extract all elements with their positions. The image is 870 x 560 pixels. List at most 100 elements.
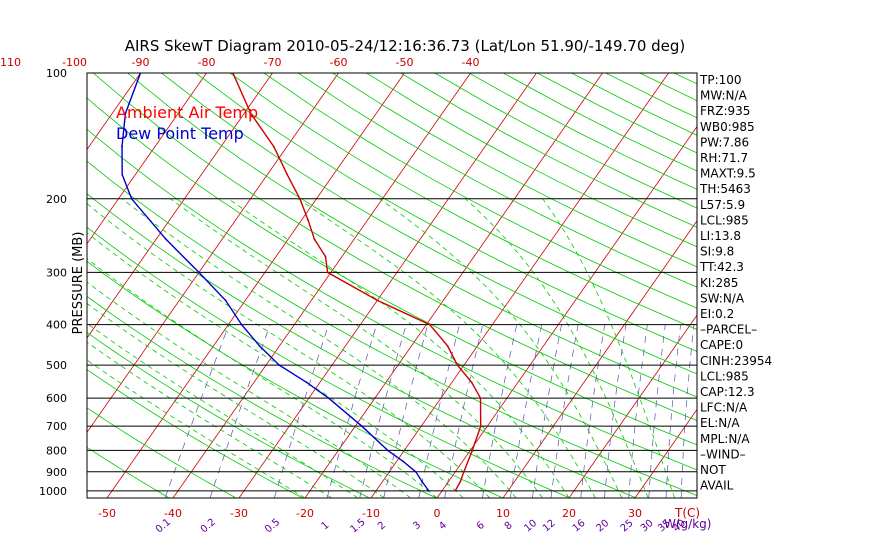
temperature-tick-bottom: -40: [164, 507, 182, 520]
moist-adiabat-line: [228, 198, 570, 498]
pressure-tick-label: 700: [46, 420, 67, 433]
pressure-tick-label: 300: [46, 266, 67, 279]
index-line: CINH:23954: [700, 354, 772, 368]
index-line: LI:13.8: [700, 229, 741, 243]
plot-frame: [86, 72, 698, 499]
dry-adiabat-line: [127, 73, 697, 398]
dry-adiabat-line: [87, 407, 237, 498]
mixing-ratio-tick-label: 12: [541, 518, 558, 535]
temperature-tick-top: -100: [62, 56, 87, 69]
mixing-ratio-tick-label: 8: [503, 520, 515, 533]
mixing-ratio-tick-label: 30: [639, 518, 656, 535]
mixing-ratio-tick-label: 1: [319, 520, 331, 533]
isotherm-line: [87, 73, 207, 245]
air-temp-point: [459, 480, 462, 483]
dew-point-point: [121, 145, 123, 148]
dry-adiabat-line: [742, 73, 870, 498]
index-line: PW:7.86: [700, 135, 749, 149]
air-temp-point: [326, 271, 329, 274]
moist-adiabat-line: [297, 198, 596, 498]
isotherm-line: [106, 73, 405, 498]
isotherm-line: [502, 220, 697, 498]
air-temp-point: [376, 299, 379, 302]
dry-adiabat-line: [87, 331, 370, 498]
mixing-ratio-tick-label: 6: [475, 520, 487, 533]
dry-adiabat-line: [468, 73, 697, 190]
mixing-ratio-tick-label: 10: [522, 518, 539, 535]
mixing-ratio-line: [418, 324, 460, 498]
x-axis-title: T(C): [674, 506, 700, 520]
mixing-ratio-line: [665, 324, 681, 498]
dry-adiabat-line: [87, 160, 697, 496]
air-temp-point: [307, 219, 309, 222]
index-line: EI:0.2: [700, 307, 734, 321]
index-line: FRZ:935: [700, 104, 750, 118]
isotherm-line: [767, 73, 870, 498]
dew-point-point: [278, 364, 281, 366]
air-temp-point: [463, 470, 465, 473]
dew-point-point: [124, 112, 127, 115]
temperature-tick-bottom: -10: [362, 507, 380, 520]
series-line-air-temp: [232, 73, 482, 492]
isotherm-line: [436, 125, 697, 498]
dew-point-point: [130, 197, 133, 200]
air-temp-point: [470, 381, 473, 384]
pressure-tick-label: 500: [46, 359, 67, 372]
dew-point-point: [198, 271, 200, 274]
air-temp-point: [249, 112, 252, 115]
air-temp-point: [324, 255, 327, 258]
dew-point-point: [224, 299, 227, 302]
pressure-tick-label: 600: [46, 392, 67, 405]
index-line: MPL:N/A: [700, 432, 750, 446]
air-temp-point: [446, 345, 449, 347]
isotherm-line: [87, 73, 339, 433]
dry-adiabat-line: [87, 97, 697, 446]
pressure-tick-label: 800: [46, 444, 67, 457]
air-temp-point: [456, 364, 459, 366]
legend-entry-dew-point: Dew Point Temp: [116, 124, 244, 143]
dew-point-point: [427, 489, 430, 492]
temperature-tick-bottom: 30: [628, 507, 642, 520]
dry-adiabat-line: [87, 128, 697, 471]
dry-adiabat-line: [87, 260, 504, 498]
pressure-tick-label: 900: [46, 466, 67, 479]
mixing-ratio-tick-label: 0.2: [199, 517, 218, 536]
mixing-ratio-tick-label: 4: [437, 520, 449, 533]
dry-adiabat-line: [400, 73, 697, 228]
isotherm-line: [833, 73, 870, 498]
index-line: NOT: [700, 463, 726, 477]
mixing-ratio-line: [604, 324, 627, 498]
moist-adiabat-line: [121, 198, 517, 498]
dry-adiabat-line: [87, 295, 437, 498]
temperature-tick-bottom: 0: [434, 507, 441, 520]
dew-point-point: [165, 238, 167, 241]
index-line: RH:71.7: [700, 151, 748, 165]
index-line: LCL:985: [700, 213, 749, 227]
temperature-tick-top: -70: [264, 56, 282, 69]
index-line: SW:N/A: [700, 291, 745, 305]
moist-adiabat-line: [379, 198, 623, 498]
dry-adiabat-line: [332, 73, 697, 268]
index-line: WB0:985: [700, 120, 755, 134]
dew-point-point: [414, 470, 417, 473]
chart-title: AIRS SkewT Diagram 2010-05-24/12:16:36.7…: [125, 37, 686, 55]
moist-adiabat-line: [87, 258, 438, 498]
dry-adiabat-line: [161, 73, 697, 375]
air-temp-point: [454, 489, 457, 492]
index-line: TH:5463: [699, 182, 751, 196]
index-line: TP:100: [699, 73, 742, 87]
dry-adiabat-line: [229, 73, 697, 330]
mixing-ratio-line: [550, 324, 579, 498]
isotherm-line: [172, 73, 471, 498]
pressure-tick-label: 1000: [39, 485, 67, 498]
mixing-ratio-line: [680, 324, 695, 498]
index-line: CAPE:0: [700, 338, 743, 352]
mixing-ratio-tick-label: 20: [594, 518, 611, 535]
temperature-tick-top: -90: [132, 56, 150, 69]
mixing-ratio-tick-label: 16: [571, 518, 588, 535]
mixing-ratio-line: [359, 324, 407, 498]
temperature-tick-top: -40: [462, 56, 480, 69]
dew-point-point: [421, 480, 423, 483]
